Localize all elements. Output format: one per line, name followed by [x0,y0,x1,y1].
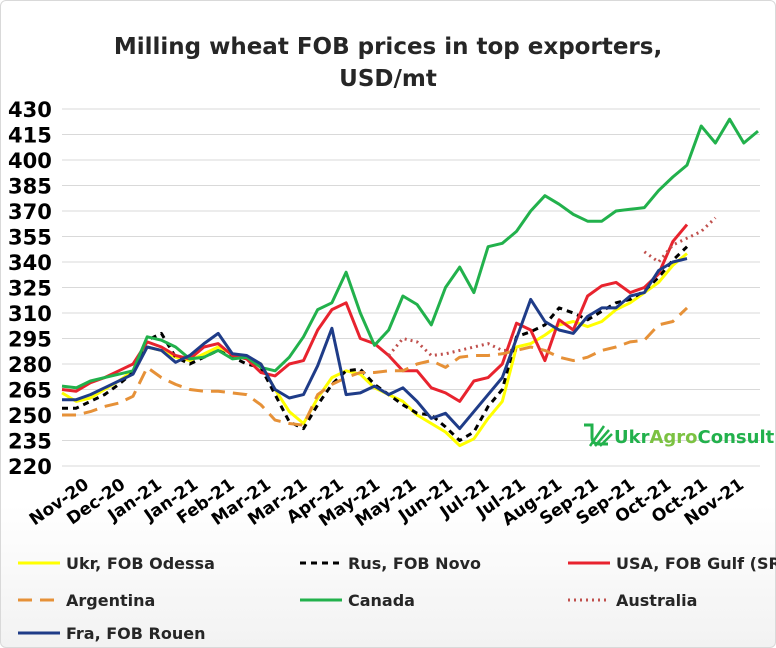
y-tick-label: 415 [8,124,52,148]
series-line [61,117,759,390]
y-tick-label: 235 [8,430,52,454]
legend-label: Argentina [66,591,155,610]
grid-lines [62,108,760,467]
y-tick-label: 370 [8,200,52,224]
watermark-logo-icon [584,423,613,447]
watermark: UkrAgroConsult [584,423,775,448]
series-line [62,257,688,431]
y-axis: 4304154003853703553403253102952802652502… [8,98,52,479]
legend-label: Australia [616,591,697,610]
chart-title-line-2: USD/mt [339,66,437,92]
y-tick-label: 385 [8,175,52,199]
legend: Ukr, FOB Odessa Rus, FOB Novo USA, FOB Gul… [18,554,776,643]
legend-label: Ukr, FOB Odessa [66,554,215,573]
y-tick-label: 355 [8,226,52,250]
watermark-text: UkrAgroConsult [614,427,775,448]
legend-label: Fra, FOB Rouen [66,624,205,643]
y-tick-label: 310 [8,302,52,326]
x-axis: Nov-20Dec-20Jan-21Jan-21Feb-21Mar-21Mar-… [26,475,748,531]
y-tick-label: 250 [8,404,52,428]
series-lines [61,117,759,448]
y-tick-label: 265 [8,379,52,403]
series-line [62,306,689,427]
y-tick-label: 280 [8,353,52,377]
y-tick-label: 430 [8,98,52,122]
y-tick-label: 325 [8,277,52,301]
legend-label: Rus, FOB Novo [348,554,481,573]
y-tick-label: 340 [8,251,52,275]
series-line [387,337,517,357]
y-tick-label: 400 [8,149,52,173]
y-tick-label: 220 [8,455,52,479]
legend-label: USA, FOB Gulf (SRW) [616,554,776,573]
legend-label: Canada [348,591,415,610]
chart-title-line-1: Milling wheat FOB prices in top exporter… [113,34,663,60]
y-tick-label: 295 [8,328,52,352]
